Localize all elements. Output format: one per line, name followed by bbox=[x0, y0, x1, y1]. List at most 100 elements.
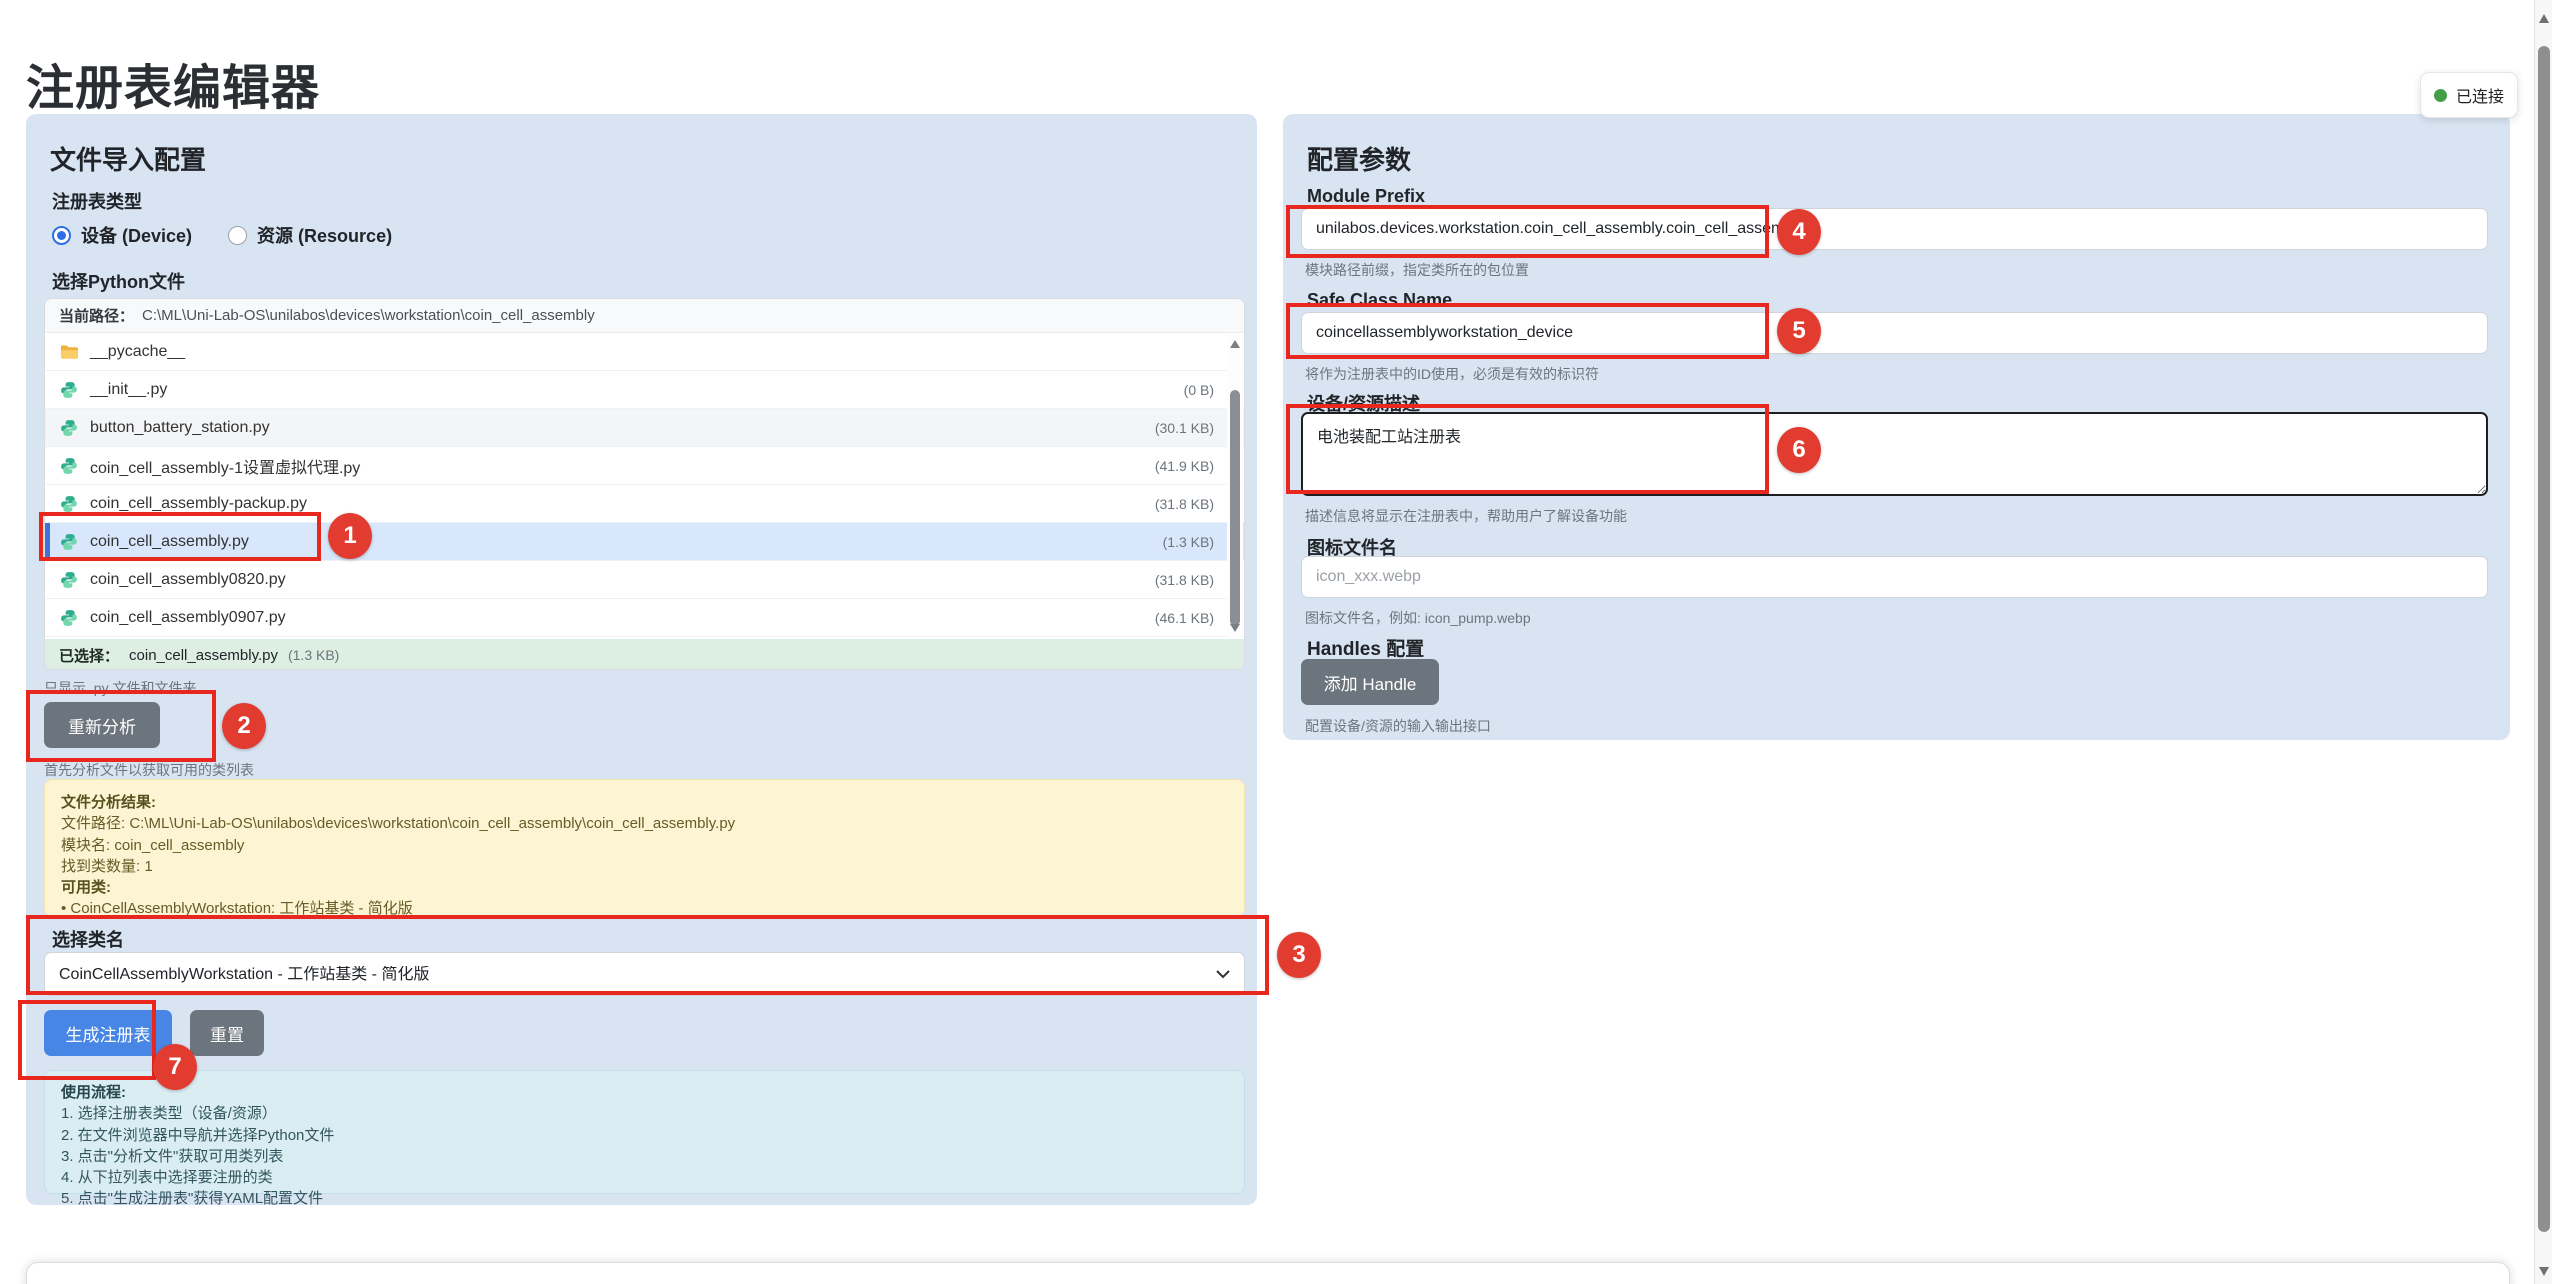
page-scrollbar-thumb[interactable] bbox=[2538, 46, 2550, 1232]
file-name: __init__.py bbox=[90, 380, 168, 398]
usage-title: 使用流程: bbox=[61, 1084, 126, 1101]
python-file-icon bbox=[59, 609, 79, 627]
analysis-available-title: 可用类: bbox=[61, 879, 111, 897]
usage-flow-box: 使用流程: 1. 选择注册表类型（设备/资源） 2. 在文件浏览器中导航并选择P… bbox=[44, 1070, 1245, 1207]
annotation-circle-5: 5 bbox=[1777, 308, 1821, 354]
file-row[interactable]: coin_cell_assembly0907.py (46.1 KB) bbox=[45, 599, 1244, 637]
usage-step: 3. 点击"分析文件"获取可用类列表 bbox=[61, 1147, 284, 1165]
file-import-panel: 文件导入配置 注册表类型 设备 (Device) 资源 (Resource) 选… bbox=[26, 114, 1257, 1207]
reset-button[interactable]: 重置 bbox=[190, 1010, 264, 1056]
file-name: coin_cell_assembly.py bbox=[90, 532, 249, 550]
annotation-circle-1: 1 bbox=[328, 513, 372, 559]
file-row[interactable]: coin_cell_assembly-1设置虚拟代理.py (41.9 KB) bbox=[45, 447, 1244, 485]
scroll-up-icon[interactable] bbox=[1230, 340, 1240, 348]
usage-step: 5. 点击"生成注册表"获得YAML配置文件 bbox=[61, 1190, 324, 1208]
file-list-scrollbar[interactable] bbox=[1227, 334, 1243, 638]
usage-step: 2. 在文件浏览器中导航并选择Python文件 bbox=[61, 1126, 335, 1144]
icon-file-hint: 图标文件名，例如: icon_pump.webp bbox=[1305, 610, 1531, 626]
file-row-selected[interactable]: coin_cell_assembly.py (1.3 KB) bbox=[45, 523, 1244, 561]
file-row[interactable]: coin_cell_assembly0820.py (31.8 KB) bbox=[45, 561, 1244, 599]
handles-hint: 配置设备/资源的输入输出接口 bbox=[1305, 718, 1491, 734]
radio-option-device[interactable]: 设备 (Device) bbox=[52, 222, 192, 248]
icon-file-input[interactable] bbox=[1301, 556, 2488, 598]
current-path-bar: 当前路径： C:\ML\Uni-Lab-OS\unilabos\devices\… bbox=[45, 299, 1244, 333]
python-file-icon bbox=[59, 457, 79, 475]
radio-checked-icon[interactable] bbox=[52, 225, 71, 245]
page-scrollbar[interactable] bbox=[2534, 0, 2552, 1284]
handles-config-label: Handles 配置 bbox=[1307, 639, 1425, 660]
file-browser: 当前路径： C:\ML\Uni-Lab-OS\unilabos\devices\… bbox=[44, 298, 1245, 670]
selected-file-label: 已选择： bbox=[59, 647, 120, 665]
module-prefix-label: Module Prefix bbox=[1307, 186, 1426, 206]
selected-file-name: coin_cell_assembly.py bbox=[129, 646, 278, 664]
file-row[interactable]: button_battery_station.py (30.1 KB) bbox=[45, 409, 1244, 447]
python-file-label: 选择Python文件 bbox=[52, 272, 185, 292]
file-size: (0 B) bbox=[1183, 381, 1214, 398]
python-file-icon bbox=[59, 495, 79, 513]
reanalyze-button[interactable]: 重新分析 bbox=[44, 702, 160, 748]
class-select[interactable]: CoinCellAssemblyWorkstation - 工作站基类 - 简化… bbox=[44, 952, 1245, 996]
file-list: __pycache__ __init__.py (0 B) button_bat… bbox=[45, 333, 1244, 639]
radio-option-resource[interactable]: 资源 (Resource) bbox=[228, 222, 392, 248]
generate-registry-button[interactable]: 生成注册表 bbox=[44, 1010, 172, 1056]
file-size: (1.3 KB) bbox=[1162, 533, 1214, 550]
current-path-value: C:\ML\Uni-Lab-OS\unilabos\devices\workst… bbox=[142, 307, 595, 324]
file-row[interactable]: __init__.py (0 B) bbox=[45, 371, 1244, 409]
connection-status-badge: 已连接 bbox=[2420, 72, 2518, 118]
file-name: coin_cell_assembly-1设置虚拟代理.py bbox=[90, 459, 361, 477]
analysis-file-path: 文件路径: C:\ML\Uni-Lab-OS\unilabos\devices\… bbox=[61, 815, 736, 833]
add-handle-button[interactable]: 添加 Handle bbox=[1301, 659, 1439, 705]
analysis-title: 文件分析结果: bbox=[61, 794, 156, 811]
annotation-circle-2: 2 bbox=[222, 703, 266, 749]
module-prefix-hint: 模块路径前缀，指定类所在的包位置 bbox=[1305, 262, 1529, 278]
connected-dot-icon bbox=[2433, 88, 2447, 102]
annotation-circle-4: 4 bbox=[1777, 209, 1821, 255]
registry-type-label: 注册表类型 bbox=[52, 192, 142, 212]
radio-unchecked-icon[interactable] bbox=[228, 225, 248, 245]
config-params-title: 配置参数 bbox=[1307, 145, 1412, 175]
file-name: coin_cell_assembly-packup.py bbox=[90, 494, 307, 512]
current-path-label: 当前路径： bbox=[59, 308, 135, 325]
selected-file-bar: 已选择： coin_cell_assembly.py (1.3 KB) bbox=[45, 639, 1244, 669]
file-name: button_battery_station.py bbox=[90, 418, 270, 436]
bottom-card bbox=[26, 1262, 2510, 1284]
file-list-scrollbar-thumb[interactable] bbox=[1230, 390, 1240, 626]
scrollbar-up-icon[interactable] bbox=[2539, 14, 2549, 23]
file-name: __pycache__ bbox=[90, 342, 186, 360]
annotation-circle-3: 3 bbox=[1277, 932, 1321, 978]
class-select-label: 选择类名 bbox=[52, 930, 124, 950]
file-size: (46.1 KB) bbox=[1154, 609, 1214, 626]
python-file-icon bbox=[59, 571, 79, 589]
scrollbar-down-icon[interactable] bbox=[2539, 1267, 2549, 1276]
scroll-down-icon[interactable] bbox=[1230, 624, 1240, 632]
file-row-folder[interactable]: __pycache__ bbox=[45, 333, 1244, 371]
file-size: (31.8 KB) bbox=[1154, 495, 1214, 512]
analyze-hint: 首先分析文件以获取可用的类列表 bbox=[44, 762, 254, 778]
annotation-circle-7: 7 bbox=[153, 1044, 197, 1090]
description-textarea[interactable]: 电池装配工站注册表 bbox=[1301, 412, 2488, 496]
file-import-panel-title: 文件导入配置 bbox=[50, 145, 207, 175]
usage-step: 4. 从下拉列表中选择要注册的类 bbox=[61, 1169, 273, 1187]
analysis-result-box: 文件分析结果: 文件路径: C:\ML\Uni-Lab-OS\unilabos\… bbox=[44, 779, 1245, 917]
python-file-icon bbox=[59, 533, 79, 551]
class-select-wrap: CoinCellAssemblyWorkstation - 工作站基类 - 简化… bbox=[44, 952, 1245, 996]
radio-resource-label: 资源 (Resource) bbox=[257, 226, 393, 246]
analysis-available-class: • CoinCellAssemblyWorkstation: 工作站基类 - 简… bbox=[61, 900, 413, 918]
selected-file-size: (1.3 KB) bbox=[287, 647, 340, 663]
usage-step: 1. 选择注册表类型（设备/资源） bbox=[61, 1105, 277, 1123]
annotation-circle-6: 6 bbox=[1777, 427, 1821, 473]
safe-class-name-input[interactable] bbox=[1301, 312, 2488, 354]
module-prefix-input[interactable] bbox=[1301, 208, 2488, 250]
file-row[interactable]: coin_cell_assembly-packup.py (31.8 KB) bbox=[45, 485, 1244, 523]
safe-class-name-label: Safe Class Name bbox=[1307, 290, 1453, 310]
file-name: coin_cell_assembly0820.py bbox=[90, 570, 286, 588]
analysis-module: 模块名: coin_cell_assembly bbox=[61, 836, 245, 854]
analysis-class-count: 找到类数量: 1 bbox=[61, 857, 153, 875]
description-hint: 描述信息将显示在注册表中，帮助用户了解设备功能 bbox=[1305, 508, 1627, 524]
config-params-panel: 配置参数 Module Prefix 模块路径前缀，指定类所在的包位置 Safe… bbox=[1283, 114, 2510, 740]
radio-device-label: 设备 (Device) bbox=[81, 226, 193, 246]
safe-class-name-hint: 将作为注册表中的ID使用，必须是有效的标识符 bbox=[1305, 366, 1599, 382]
file-size: (30.1 KB) bbox=[1154, 419, 1214, 436]
page-title: 注册表编辑器 bbox=[26, 62, 321, 115]
